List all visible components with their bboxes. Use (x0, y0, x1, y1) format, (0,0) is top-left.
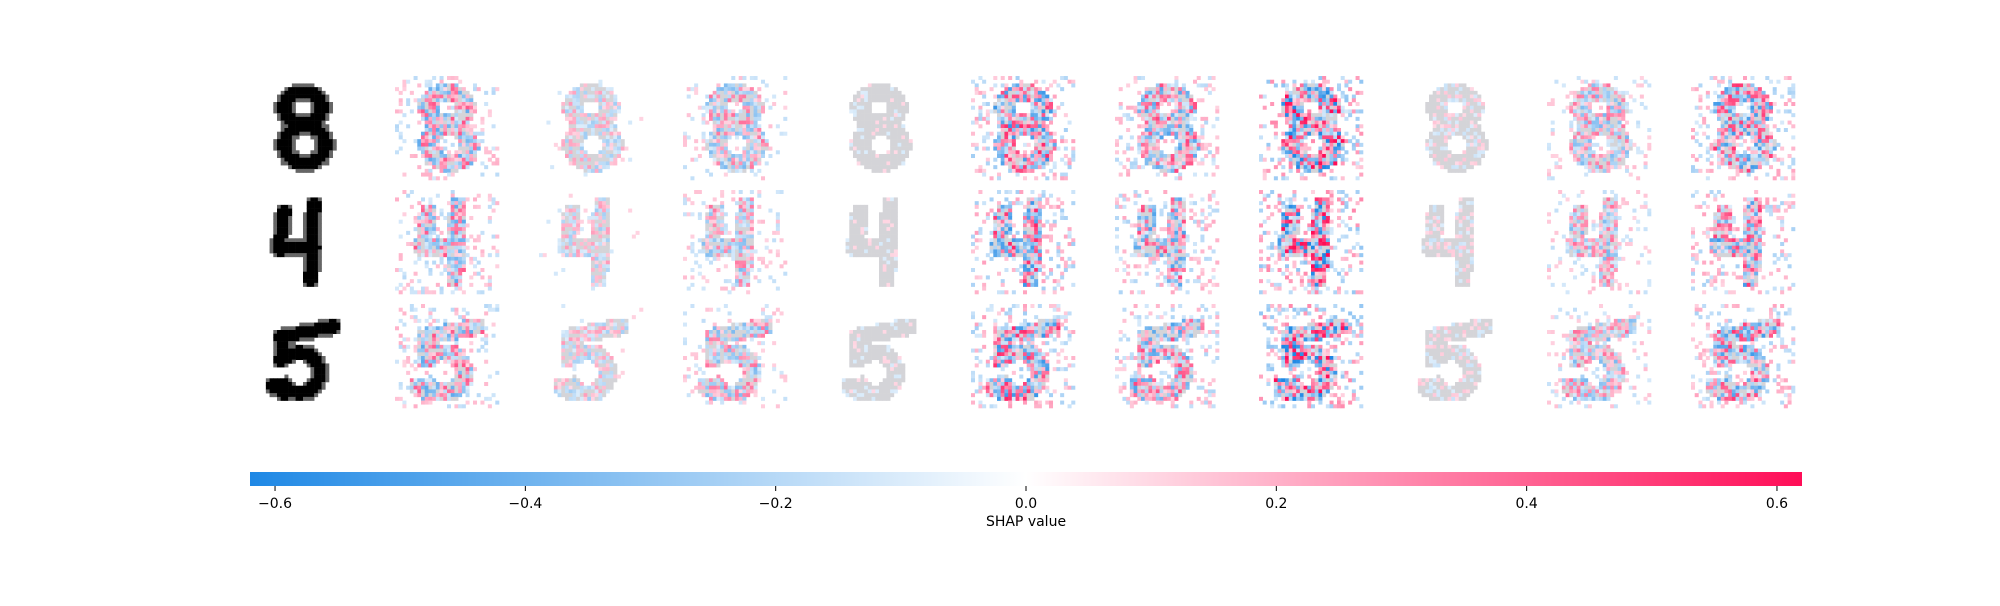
colorbar: −0.6 −0.4 −0.2 0.0 0.2 0.4 0.6 SHAP value (250, 472, 1802, 530)
shap-heatmap-panel (553, 304, 644, 401)
colorbar-gradient (250, 472, 1802, 486)
shap-heatmap-panel (1691, 190, 1796, 295)
shap-panel-grid (265, 76, 1796, 409)
shap-heatmap-panel (1417, 318, 1493, 401)
colorbar-tick-label: 0.4 (1516, 496, 1538, 512)
shap-heatmap-panel (395, 76, 500, 181)
shap-heatmap-panel (683, 190, 788, 295)
shap-heatmap-panel (1115, 76, 1220, 181)
shap-heatmap-panel (1691, 304, 1796, 409)
shap-heatmap-panel (539, 193, 640, 291)
shap-heatmap-panel (849, 83, 913, 173)
shap-heatmap-panel (1691, 76, 1796, 181)
shap-heatmap-panel (971, 304, 1076, 409)
shap-heatmap-panel (1115, 190, 1220, 295)
shap-heatmap-panel (841, 318, 917, 401)
input-digit-image (269, 197, 322, 287)
input-digit-image (265, 318, 341, 401)
shap-heatmap-panel (395, 304, 500, 409)
shap-heatmap-panel (845, 197, 898, 287)
shap-heatmap-panel (971, 190, 1076, 295)
colorbar-tick-label: 0.6 (1766, 496, 1788, 512)
input-digit-image (273, 83, 337, 173)
shap-heatmap-panel (683, 76, 788, 181)
shap-heatmap-panel (1259, 76, 1364, 181)
colorbar-tick-label: −0.4 (508, 496, 542, 512)
colorbar-tick-label: −0.2 (759, 496, 793, 512)
colorbar-tick-label: 0.0 (1015, 496, 1037, 512)
shap-heatmap-panel (1547, 190, 1652, 295)
shap-heatmap-panel (971, 76, 1076, 181)
shap-heatmap-panel (683, 304, 788, 409)
shap-heatmap-panel (1547, 304, 1652, 409)
shap-heatmap-panel (395, 190, 500, 295)
shap-heatmap-panel (1425, 83, 1489, 173)
colorbar-tick-label: −0.6 (258, 496, 292, 512)
shap-heatmap-panel (1421, 197, 1474, 287)
shap-heatmap-panel (546, 79, 644, 177)
shap-heatmap-panel (1115, 304, 1220, 409)
colorbar-tick-label: 0.2 (1265, 496, 1287, 512)
shap-heatmap-panel (1547, 76, 1652, 181)
shap-heatmap-panel (1259, 304, 1364, 409)
colorbar-ticks: −0.6 −0.4 −0.2 0.0 0.2 0.4 0.6 (258, 486, 1788, 512)
shap-heatmap-panel (1259, 190, 1364, 295)
colorbar-label: SHAP value (986, 514, 1066, 530)
